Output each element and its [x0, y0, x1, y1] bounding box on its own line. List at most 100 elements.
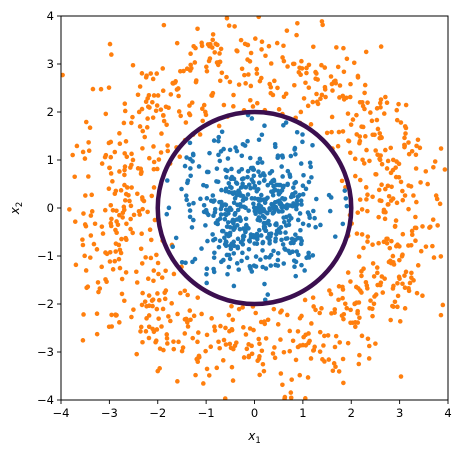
outer-point: [199, 40, 204, 46]
inner-point: [234, 261, 240, 266]
inner-point: [283, 214, 289, 220]
outer-point: [106, 186, 112, 192]
outer-point: [385, 158, 391, 164]
outer-point: [341, 45, 346, 51]
outer-point: [400, 231, 406, 237]
outer-point: [386, 193, 392, 199]
outer-point: [328, 74, 334, 79]
outer-point: [399, 253, 405, 259]
outer-point: [375, 270, 380, 276]
y-tick-label: −2: [37, 297, 54, 311]
inner-point: [286, 248, 291, 254]
outer-point: [86, 140, 91, 145]
outer-point: [289, 377, 295, 382]
outer-point: [307, 338, 312, 344]
outer-point: [440, 302, 446, 308]
inner-point: [285, 236, 290, 241]
outer-point: [140, 128, 146, 134]
outer-point: [193, 79, 199, 85]
outer-point: [195, 295, 201, 300]
outer-point: [187, 112, 193, 118]
inner-point: [205, 238, 210, 244]
outer-point: [367, 158, 372, 164]
inner-point: [243, 216, 249, 222]
outer-point: [164, 332, 170, 337]
outer-point: [418, 248, 424, 254]
inner-point: [293, 232, 298, 237]
inner-point: [251, 232, 256, 238]
outer-point: [154, 327, 160, 332]
inner-point: [229, 166, 234, 172]
outer-point: [396, 161, 402, 167]
outer-point: [157, 346, 163, 351]
inner-point: [242, 143, 248, 148]
outer-point: [224, 16, 230, 21]
outer-point: [409, 275, 414, 281]
outer-point: [253, 310, 258, 316]
outer-point: [402, 285, 408, 291]
outer-point: [128, 216, 133, 222]
outer-point: [322, 65, 328, 70]
inner-point: [272, 141, 278, 147]
outer-point: [302, 297, 308, 303]
outer-point: [182, 331, 188, 336]
inner-point: [246, 246, 252, 252]
outer-point: [254, 71, 260, 76]
outer-point: [117, 169, 122, 174]
outer-point: [395, 293, 401, 299]
outer-point: [175, 86, 181, 91]
outer-point: [406, 140, 411, 145]
outer-point: [138, 329, 143, 334]
outer-point: [370, 261, 376, 266]
inner-point: [283, 230, 288, 235]
inner-point: [222, 235, 227, 241]
inner-point: [304, 255, 309, 261]
inner-point: [265, 182, 271, 188]
y-axis-label: x2: [8, 202, 25, 216]
outer-point: [402, 193, 408, 198]
outer-point: [309, 321, 314, 326]
outer-point: [388, 258, 393, 264]
outer-point: [94, 311, 100, 316]
inner-point: [268, 234, 273, 239]
inner-point: [269, 168, 275, 174]
inner-point: [275, 250, 281, 256]
outer-point: [117, 320, 122, 325]
outer-point: [330, 368, 336, 374]
outer-point: [242, 72, 247, 78]
outer-point: [221, 337, 227, 343]
inner-point: [252, 185, 257, 190]
outer-point: [362, 82, 368, 88]
inner-point: [300, 132, 305, 137]
outer-point: [317, 310, 323, 316]
inner-point: [218, 149, 224, 154]
outer-point: [364, 147, 369, 153]
outer-point: [406, 183, 411, 188]
outer-point: [325, 333, 331, 338]
outer-point: [326, 357, 332, 362]
outer-point: [354, 231, 360, 236]
inner-point: [311, 208, 316, 214]
outer-point: [159, 131, 164, 136]
inner-point: [276, 226, 282, 232]
outer-point: [353, 173, 358, 179]
inner-point: [240, 197, 246, 203]
outer-point: [402, 142, 407, 148]
outer-point: [392, 224, 398, 229]
outer-point: [134, 269, 139, 275]
inner-point: [212, 236, 218, 242]
inner-point: [216, 134, 222, 140]
outer-point: [193, 372, 198, 378]
outer-point: [140, 290, 145, 296]
outer-point: [297, 315, 303, 321]
outer-point: [230, 378, 236, 383]
outer-point: [384, 166, 390, 171]
outer-point: [161, 22, 167, 28]
inner-point: [219, 129, 225, 135]
outer-point: [183, 120, 189, 125]
inner-point: [258, 233, 264, 238]
outer-point: [113, 249, 118, 254]
outer-point: [348, 81, 353, 87]
outer-point: [139, 261, 145, 266]
outer-point: [270, 92, 276, 98]
